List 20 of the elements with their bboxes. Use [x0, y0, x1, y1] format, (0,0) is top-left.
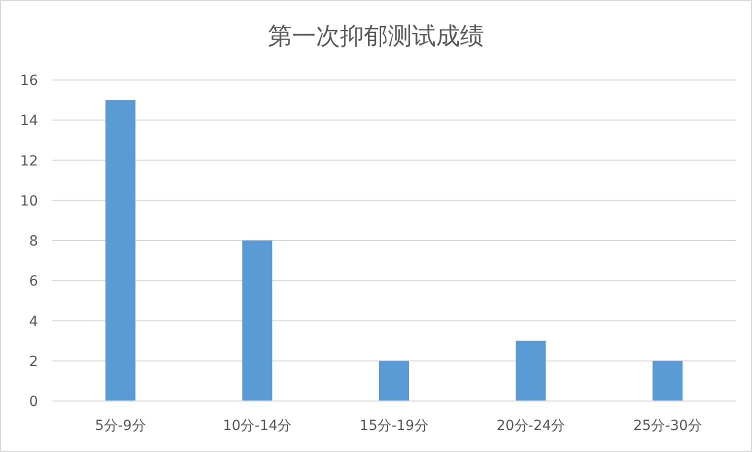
y-tick-label: 0 — [29, 394, 38, 410]
bar — [516, 340, 546, 401]
y-tick-label: 12 — [20, 153, 38, 170]
y-tick-label: 2 — [29, 354, 38, 370]
x-tick-label: 10分-14分 — [222, 418, 292, 434]
x-tick-label: 25分-30分 — [633, 418, 702, 434]
y-tick-label: 6 — [29, 274, 38, 290]
y-tick-label: 8 — [29, 234, 38, 250]
bar — [242, 240, 272, 401]
bar — [379, 360, 409, 401]
y-tick-label: 16 — [20, 73, 38, 89]
y-tick-label: 4 — [29, 314, 38, 330]
y-tick-label: 10 — [20, 193, 38, 210]
bar — [652, 360, 683, 401]
chart-title: 第一次抑郁测试成绩 — [268, 22, 484, 50]
x-tick-label: 20分-24分 — [496, 418, 566, 434]
x-tick-label: 5分-9分 — [94, 418, 146, 434]
bar — [105, 100, 136, 401]
x-tick-label: 15分-19分 — [360, 418, 428, 434]
y-tick-label: 14 — [20, 113, 38, 130]
